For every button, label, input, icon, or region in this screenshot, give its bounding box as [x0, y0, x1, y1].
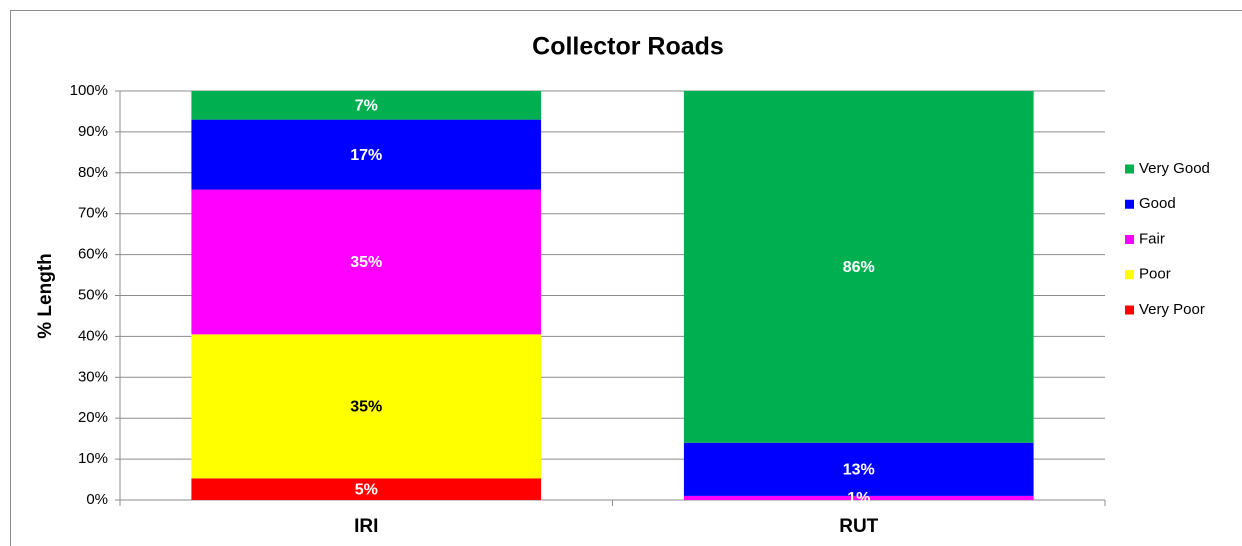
- y-tick-label: 70%: [78, 205, 108, 222]
- y-tick-label: 100%: [70, 82, 108, 99]
- legend-label: Fair: [1139, 230, 1165, 247]
- y-tick-label: 80%: [78, 164, 108, 181]
- legend-label: Poor: [1139, 266, 1171, 283]
- data-label: 13%: [843, 462, 875, 479]
- bar-segment: [191, 91, 542, 120]
- y-tick-label: 60%: [78, 246, 108, 263]
- y-tick-label: 50%: [78, 286, 108, 303]
- y-tick-label: 40%: [78, 327, 108, 344]
- bar-segment: [191, 189, 542, 335]
- data-label: 86%: [843, 259, 875, 276]
- legend-label: Very Good: [1139, 160, 1210, 177]
- bar-segment: [191, 334, 542, 479]
- bar-segment: [683, 91, 1034, 443]
- bar-segment: [191, 478, 542, 500]
- y-tick-label: 0%: [86, 491, 108, 508]
- chart-title: Collector Roads: [532, 33, 724, 61]
- chart-border: [10, 10, 1242, 546]
- x-tick-label: RUT: [839, 516, 878, 537]
- data-label: 1%: [847, 490, 870, 507]
- bar-segment: [191, 119, 542, 190]
- y-tick-label: 10%: [78, 450, 108, 467]
- legend-swatch: [1125, 164, 1134, 174]
- x-tick-label: IRI: [354, 516, 378, 537]
- y-tick-label: 20%: [78, 409, 108, 426]
- data-label: 5%: [355, 481, 378, 498]
- legend-label: Very Poor: [1139, 301, 1205, 318]
- legend-label: Good: [1139, 195, 1176, 212]
- data-label: 35%: [350, 254, 382, 271]
- bar-segment: [683, 495, 1034, 500]
- y-axis-label: % Length: [35, 253, 56, 339]
- y-tick-label: 30%: [78, 368, 108, 385]
- data-label: 35%: [350, 399, 382, 416]
- bar-segment: [683, 442, 1034, 496]
- data-label: 17%: [350, 147, 382, 164]
- legend-swatch: [1125, 270, 1134, 280]
- legend-swatch: [1125, 235, 1134, 244]
- legend-swatch: [1125, 199, 1134, 209]
- y-tick-label: 90%: [78, 123, 108, 140]
- legend-swatch: [1125, 305, 1134, 315]
- data-label: 7%: [355, 98, 378, 115]
